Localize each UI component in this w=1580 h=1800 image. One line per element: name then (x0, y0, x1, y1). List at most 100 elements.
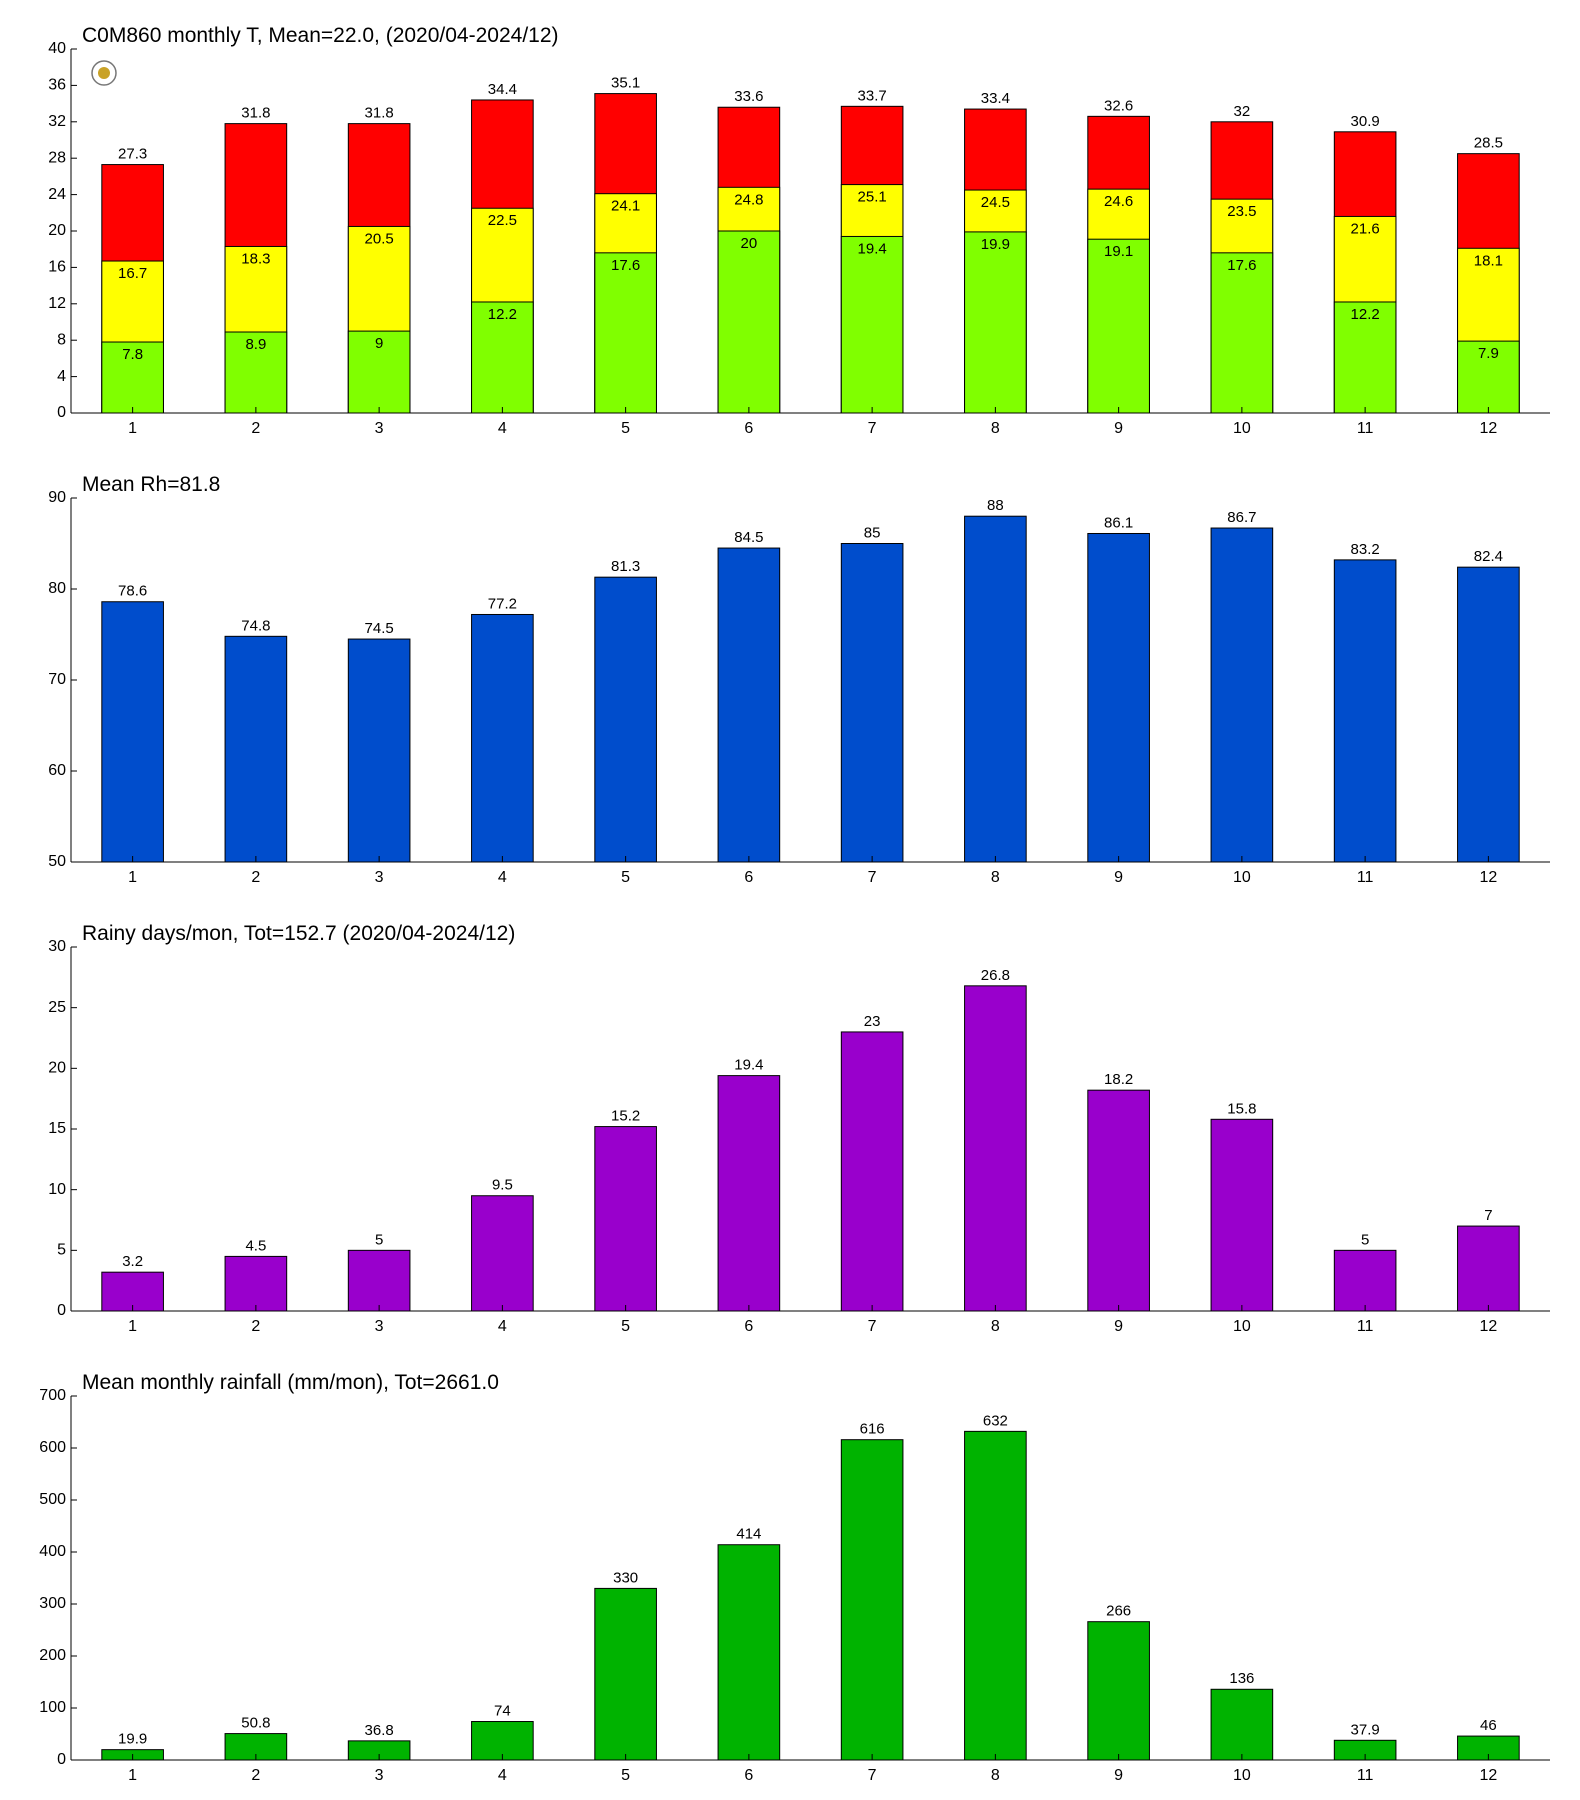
bar (964, 515, 1027, 863)
x-tick-label: 10 (1233, 1767, 1251, 1784)
y-tick-label: 40 (48, 40, 66, 57)
value-label: 88 (987, 497, 1004, 514)
bar (594, 1126, 657, 1312)
bar (840, 1031, 904, 1312)
x-tick-label: 2 (251, 1767, 260, 1784)
bar (471, 613, 534, 863)
x-tick-label: 7 (868, 420, 877, 437)
value-label: 34.4 (488, 81, 517, 98)
value-label: 26.8 (981, 967, 1010, 984)
y-tick-label: 36 (48, 77, 66, 94)
value-label: 30.9 (1351, 113, 1380, 130)
value-label: 24.5 (981, 194, 1010, 211)
value-label: 12.2 (488, 306, 517, 323)
y-tick-label: 200 (39, 1647, 66, 1664)
value-label: 7 (1484, 1207, 1492, 1224)
x-tick-label: 11 (1357, 869, 1374, 886)
value-label: 86.7 (1227, 509, 1256, 526)
x-tick-label: 11 (1357, 420, 1374, 437)
bar (224, 331, 288, 414)
x-tick-label: 8 (991, 869, 1000, 886)
value-label: 20 (741, 235, 758, 252)
value-label: 82.4 (1474, 548, 1503, 565)
value-label: 632 (983, 1412, 1008, 1429)
bar (1087, 1089, 1150, 1312)
value-label: 23 (864, 1013, 881, 1030)
bar (717, 230, 781, 414)
y-tick-label: 600 (39, 1439, 66, 1456)
y-tick-label: 400 (39, 1543, 66, 1560)
bar (594, 576, 657, 863)
x-tick-label: 2 (251, 1318, 260, 1335)
bar (347, 638, 411, 863)
value-label: 7.8 (122, 346, 143, 363)
value-label: 9.5 (492, 1177, 513, 1194)
bar (1210, 1118, 1274, 1312)
value-label: 33.7 (858, 87, 887, 104)
value-label: 17.6 (611, 257, 640, 274)
x-tick-label: 9 (1114, 1767, 1123, 1784)
y-tick-label: 24 (48, 186, 66, 203)
x-tick-label: 5 (621, 869, 630, 886)
bar (1210, 252, 1274, 414)
bar (1457, 1225, 1520, 1312)
x-tick-label: 2 (251, 420, 260, 437)
value-label: 19.4 (858, 240, 887, 257)
bar (594, 1587, 657, 1761)
value-label: 33.4 (981, 90, 1010, 107)
bar (347, 1249, 411, 1312)
value-label: 330 (613, 1569, 638, 1586)
y-tick-label: 4 (57, 368, 66, 385)
y-tick-label: 15 (48, 1120, 66, 1137)
x-tick-label: 2 (251, 869, 260, 886)
y-tick-label: 12 (48, 295, 66, 312)
logo (91, 60, 117, 86)
bar (224, 635, 288, 863)
value-label: 15.8 (1227, 1100, 1256, 1117)
x-tick-label: 11 (1357, 1318, 1374, 1335)
bar (717, 1544, 781, 1761)
value-label: 18.2 (1104, 1071, 1133, 1088)
x-tick-label: 4 (498, 1318, 507, 1335)
y-tick-label: 20 (48, 1060, 66, 1077)
x-tick-label: 8 (991, 1767, 1000, 1784)
x-tick-label: 7 (868, 869, 877, 886)
value-label: 24.1 (611, 198, 640, 215)
value-label: 24.8 (734, 191, 763, 208)
y-tick-label: 30 (48, 938, 66, 955)
x-tick-label: 9 (1114, 1318, 1123, 1335)
value-label: 74.5 (365, 620, 394, 637)
x-tick-label: 3 (375, 1767, 384, 1784)
value-label: 28.5 (1474, 135, 1503, 152)
x-tick-label: 6 (744, 869, 753, 886)
value-label: 32.6 (1104, 97, 1133, 114)
x-tick-label: 5 (621, 1767, 630, 1784)
value-label: 19.9 (981, 236, 1010, 253)
value-label: 77.2 (488, 595, 517, 612)
value-label: 15.2 (611, 1108, 640, 1125)
x-tick-label: 3 (375, 869, 384, 886)
value-label: 266 (1106, 1603, 1131, 1620)
x-tick-label: 11 (1357, 1767, 1374, 1784)
value-label: 616 (860, 1421, 885, 1438)
x-tick-label: 1 (128, 420, 137, 437)
value-label: 4.5 (245, 1237, 266, 1254)
value-label: 20.5 (365, 230, 394, 247)
value-label: 31.8 (365, 105, 394, 122)
y-tick-label: 50 (48, 853, 66, 870)
bar (840, 543, 904, 863)
x-tick-label: 1 (128, 869, 137, 886)
bar (101, 601, 164, 863)
x-tick-label: 4 (498, 1767, 507, 1784)
value-label: 24.6 (1104, 193, 1133, 210)
value-label: 414 (736, 1526, 761, 1543)
bar (840, 1439, 904, 1761)
value-label: 18.1 (1474, 252, 1503, 269)
value-label: 74 (494, 1702, 511, 1719)
value-label: 136 (1229, 1670, 1254, 1687)
value-label: 12.2 (1351, 306, 1380, 323)
x-tick-label: 1 (128, 1318, 137, 1335)
x-tick-label: 10 (1233, 420, 1251, 437)
y-tick-label: 16 (48, 259, 66, 276)
y-tick-label: 28 (48, 149, 66, 166)
